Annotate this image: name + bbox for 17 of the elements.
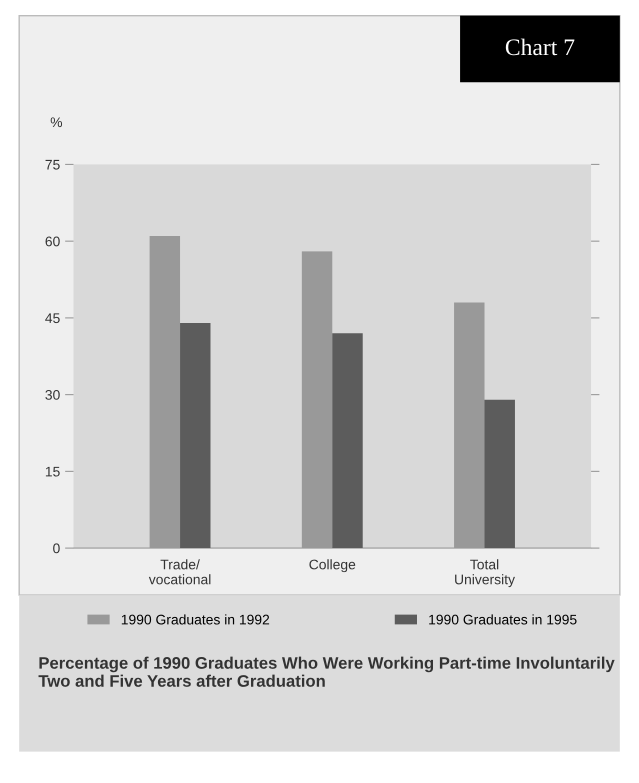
y-tick-label: 30 bbox=[45, 390, 60, 400]
x-tick-label: Trade/ vocational bbox=[148, 559, 210, 584]
x-tick-label: College bbox=[309, 559, 356, 572]
bar bbox=[180, 323, 210, 548]
legend-label: 1990 Graduates in 1995 bbox=[429, 614, 577, 625]
bar bbox=[332, 333, 363, 548]
y-tick-label: 75 bbox=[46, 160, 60, 170]
x-tick-label: Total University bbox=[455, 559, 515, 588]
text: Percentage of 1990 Graduates Who Were Working Part-time Involuntarily Two and Five Years after Graduation bbox=[38, 656, 615, 687]
legend-label: 1990 Graduates in 1992 bbox=[122, 614, 270, 625]
y-tick-label: 15 bbox=[46, 466, 60, 477]
y-tick-label: 0 bbox=[53, 543, 60, 554]
chart-title: Chart 7 bbox=[506, 38, 574, 56]
y-tick-label: 60 bbox=[46, 236, 60, 246]
y-tick-label: 45 bbox=[45, 313, 60, 324]
y-axis-title: % bbox=[50, 117, 62, 128]
bar bbox=[484, 400, 515, 548]
